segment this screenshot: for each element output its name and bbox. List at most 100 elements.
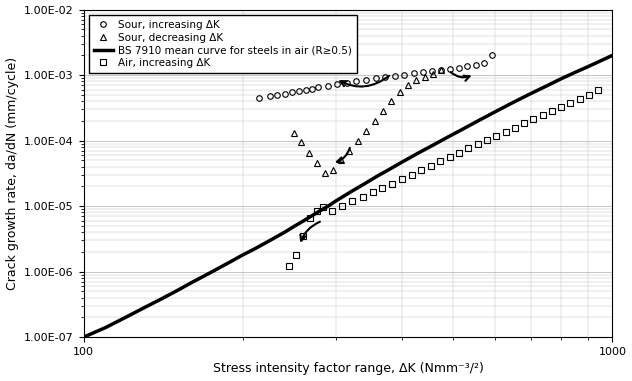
- Air, increasing ΔK: [388, 181, 396, 186]
- Sour, decreasing ΔK: [329, 168, 337, 173]
- Air, increasing ΔK: [359, 194, 367, 199]
- BS 7910 mean curve for steels in air (R≥0.5): [415, 150, 422, 155]
- Sour, increasing ΔK: [372, 76, 380, 80]
- Sour, increasing ΔK: [343, 80, 351, 85]
- Sour, increasing ΔK: [324, 83, 332, 88]
- BS 7910 mean curve for steels in air (R≥0.5): [458, 127, 466, 132]
- Sour, decreasing ΔK: [438, 67, 446, 72]
- Sour, increasing ΔK: [428, 69, 436, 74]
- BS 7910 mean curve for steels in air (R≥0.5): [398, 160, 406, 164]
- BS 7910 mean curve for steels in air (R≥0.5): [215, 266, 222, 271]
- Sour, decreasing ΔK: [429, 71, 437, 76]
- BS 7910 mean curve for steels in air (R≥0.5): [430, 142, 438, 147]
- BS 7910 mean curve for steels in air (R≥0.5): [445, 134, 453, 139]
- Sour, increasing ΔK: [315, 85, 322, 90]
- BS 7910 mean curve for steels in air (R≥0.5): [290, 224, 298, 229]
- BS 7910 mean curve for steels in air (R≥0.5): [250, 247, 258, 251]
- BS 7910 mean curve for steels in air (R≥0.5): [475, 118, 483, 122]
- BS 7910 mean curve for steels in air (R≥0.5): [332, 199, 340, 203]
- Sour, increasing ΔK: [455, 65, 463, 70]
- BS 7910 mean curve for steels in air (R≥0.5): [374, 173, 382, 178]
- BS 7910 mean curve for steels in air (R≥0.5): [228, 259, 235, 264]
- Sour, increasing ΔK: [302, 87, 310, 92]
- BS 7910 mean curve for steels in air (R≥0.5): [140, 306, 148, 310]
- BS 7910 mean curve for steels in air (R≥0.5): [157, 297, 165, 301]
- Sour, increasing ΔK: [362, 77, 370, 82]
- Sour, decreasing ΔK: [396, 90, 403, 94]
- BS 7910 mean curve for steels in air (R≥0.5): [491, 109, 499, 114]
- Sour, decreasing ΔK: [371, 118, 379, 123]
- BS 7910 mean curve for steels in air (R≥0.5): [308, 214, 315, 218]
- Sour, increasing ΔK: [410, 71, 418, 76]
- Sour, increasing ΔK: [273, 93, 281, 97]
- Sour, decreasing ΔK: [321, 171, 329, 175]
- Sour, increasing ΔK: [480, 61, 488, 65]
- Sour, increasing ΔK: [266, 94, 274, 98]
- BS 7910 mean curve for steels in air (R≥0.5): [261, 241, 269, 246]
- Line: Air, increasing ΔK: Air, increasing ΔK: [329, 88, 601, 213]
- Air, increasing ΔK: [595, 88, 602, 93]
- Sour, increasing ΔK: [288, 90, 296, 94]
- BS 7910 mean curve for steels in air (R≥0.5): [122, 315, 130, 320]
- Sour, increasing ΔK: [489, 53, 496, 58]
- Air, increasing ΔK: [338, 204, 346, 208]
- Sour, increasing ΔK: [382, 75, 389, 79]
- Sour, increasing ΔK: [401, 72, 408, 77]
- BS 7910 mean curve for steels in air (R≥0.5): [571, 70, 579, 75]
- BS 7910 mean curve for steels in air (R≥0.5): [609, 53, 616, 58]
- BS 7910 mean curve for steels in air (R≥0.5): [347, 190, 355, 194]
- Air, increasing ΔK: [465, 146, 472, 151]
- Sour, increasing ΔK: [446, 67, 454, 71]
- Y-axis label: Crack growth rate, da/dN (mm/cycle): Crack growth rate, da/dN (mm/cycle): [6, 57, 18, 290]
- Sour, increasing ΔK: [463, 64, 471, 69]
- Sour, increasing ΔK: [391, 74, 399, 78]
- Air, increasing ΔK: [398, 177, 406, 181]
- Air, increasing ΔK: [379, 186, 386, 190]
- Air, increasing ΔK: [492, 134, 500, 138]
- Air, increasing ΔK: [348, 199, 356, 203]
- BS 7910 mean curve for steels in air (R≥0.5): [281, 230, 288, 234]
- Air, increasing ΔK: [557, 105, 565, 109]
- Sour, increasing ΔK: [419, 70, 427, 75]
- Sour, increasing ΔK: [308, 86, 315, 91]
- Air, increasing ΔK: [511, 125, 519, 130]
- Air, increasing ΔK: [530, 117, 537, 122]
- Line: Sour, increasing ΔK: Sour, increasing ΔK: [257, 53, 495, 101]
- Sour, decreasing ΔK: [362, 129, 370, 133]
- BS 7910 mean curve for steels in air (R≥0.5): [510, 100, 518, 104]
- Sour, increasing ΔK: [334, 82, 341, 86]
- BS 7910 mean curve for steels in air (R≥0.5): [361, 181, 368, 186]
- BS 7910 mean curve for steels in air (R≥0.5): [188, 280, 195, 285]
- Air, increasing ΔK: [539, 113, 547, 117]
- Legend: Sour, increasing ΔK, Sour, decreasing ΔK, BS 7910 mean curve for steels in air (: Sour, increasing ΔK, Sour, decreasing ΔK…: [88, 15, 357, 73]
- Sour, decreasing ΔK: [298, 140, 305, 144]
- Air, increasing ΔK: [436, 159, 444, 164]
- Line: Sour, decreasing ΔK: Sour, decreasing ΔK: [291, 67, 444, 176]
- Air, increasing ΔK: [408, 173, 415, 177]
- Sour, decreasing ΔK: [413, 77, 420, 82]
- Line: BS 7910 mean curve for steels in air (R≥0.5): BS 7910 mean curve for steels in air (R≥…: [83, 55, 612, 337]
- X-axis label: Stress intensity factor range, ΔK (Nmm⁻³/²): Stress intensity factor range, ΔK (Nmm⁻³…: [212, 362, 483, 375]
- Sour, decreasing ΔK: [421, 74, 428, 79]
- BS 7910 mean curve for steels in air (R≥0.5): [597, 59, 604, 63]
- BS 7910 mean curve for steels in air (R≥0.5): [386, 166, 394, 171]
- Air, increasing ΔK: [548, 109, 556, 113]
- Air, increasing ΔK: [369, 190, 377, 194]
- Sour, decreasing ΔK: [379, 109, 387, 114]
- Air, increasing ΔK: [328, 208, 336, 213]
- Air, increasing ΔK: [427, 164, 434, 168]
- Sour, increasing ΔK: [353, 79, 360, 83]
- Sour, decreasing ΔK: [387, 99, 395, 103]
- Sour, decreasing ΔK: [290, 131, 298, 135]
- Sour, decreasing ΔK: [337, 158, 345, 163]
- BS 7910 mean curve for steels in air (R≥0.5): [102, 325, 109, 330]
- BS 7910 mean curve for steels in air (R≥0.5): [526, 91, 534, 96]
- BS 7910 mean curve for steels in air (R≥0.5): [80, 335, 87, 339]
- BS 7910 mean curve for steels in air (R≥0.5): [324, 204, 332, 208]
- Sour, decreasing ΔK: [404, 83, 412, 88]
- BS 7910 mean curve for steels in air (R≥0.5): [316, 208, 324, 213]
- Air, increasing ΔK: [418, 168, 425, 173]
- Sour, increasing ΔK: [471, 62, 479, 67]
- BS 7910 mean curve for steels in air (R≥0.5): [543, 84, 550, 88]
- Sour, increasing ΔK: [281, 91, 288, 96]
